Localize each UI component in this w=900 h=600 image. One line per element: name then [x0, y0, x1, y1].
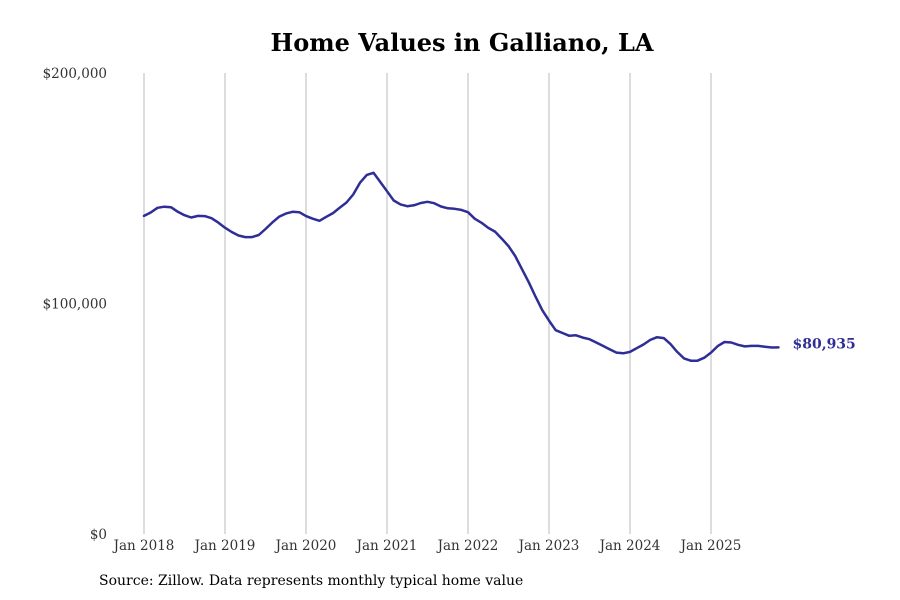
- x-tick-label: Jan 2018: [112, 538, 175, 554]
- series-layer: [142, 171, 780, 362]
- x-tick-label: Jan 2021: [355, 538, 418, 554]
- y-tick-label: $0: [90, 527, 107, 543]
- x-tick-label: Jan 2024: [598, 538, 661, 554]
- x-tick-label: Jan 2019: [193, 538, 256, 554]
- gridlines: [143, 73, 712, 534]
- x-axis: Jan 2018 Jan 2019 Jan 2020 Jan 2021 Jan 2022…: [112, 538, 742, 554]
- end-value-label: $80,935: [792, 336, 855, 352]
- end-label-layer: $80,935: [792, 336, 855, 352]
- y-tick-label: $200,000: [43, 66, 107, 82]
- y-tick-label: $100,000: [43, 297, 107, 313]
- x-tick-label: Jan 2020: [274, 538, 337, 554]
- x-tick-label: Jan 2023: [517, 538, 580, 554]
- series-line: [142, 171, 780, 362]
- x-tick-label: Jan 2025: [679, 538, 742, 554]
- y-axis: $0 $100,000 $200,000: [43, 66, 107, 543]
- source-note: Source: Zillow. Data represents monthly …: [99, 573, 524, 589]
- chart-title: Home Values in Galliano, LA: [270, 28, 654, 57]
- x-tick-label: Jan 2022: [436, 538, 499, 554]
